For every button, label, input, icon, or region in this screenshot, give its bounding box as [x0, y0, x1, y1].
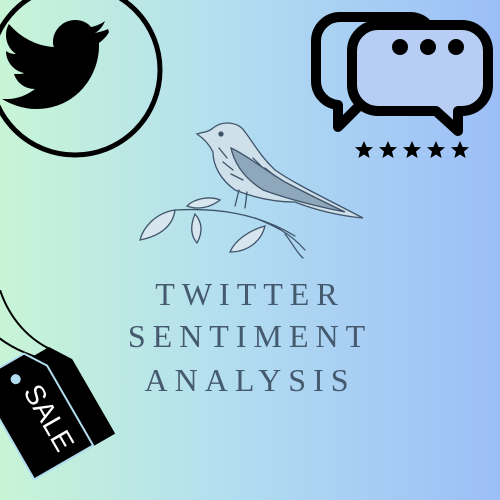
twitter-bird-icon — [0, 0, 163, 158]
title-line-3: ANALYSIS — [144, 362, 356, 398]
chat-bubbles-icon — [310, 12, 493, 158]
rating-stars — [355, 141, 469, 158]
title-line-2: SENTIMENT — [127, 318, 373, 354]
songbird-sketch-icon — [139, 122, 364, 259]
title-line-1: TWITTER — [155, 276, 345, 312]
sale-tag-icon: SALE — [0, 290, 116, 481]
